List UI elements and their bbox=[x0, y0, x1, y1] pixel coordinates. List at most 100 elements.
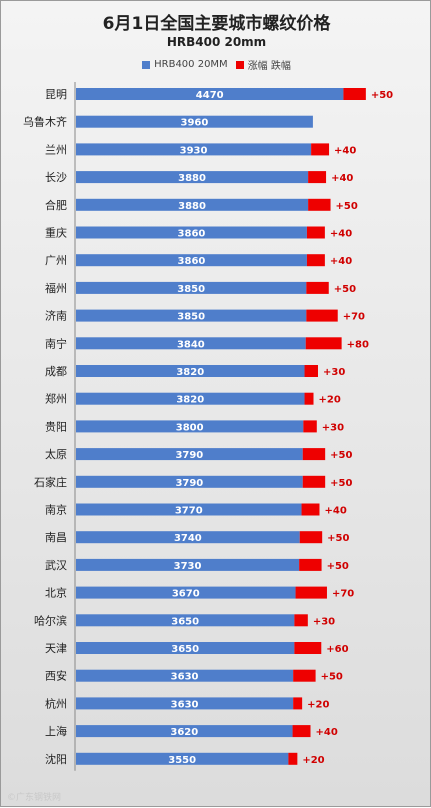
change-value-label: +40 bbox=[330, 256, 352, 267]
price-value-label: 3850 bbox=[177, 284, 205, 295]
price-bar bbox=[76, 697, 294, 710]
price-value-label: 3930 bbox=[180, 145, 208, 156]
price-value-label: 3550 bbox=[168, 755, 196, 766]
price-bar bbox=[76, 669, 294, 682]
price-bar bbox=[76, 642, 295, 654]
legend-item-change: 涨幅 跌幅 bbox=[235, 57, 291, 72]
category-label: 成都 bbox=[45, 365, 67, 378]
legend: HRB400 20MM 涨幅 跌幅 bbox=[1, 57, 431, 72]
category-label: 西安 bbox=[45, 669, 67, 683]
change-bar bbox=[299, 558, 322, 571]
price-bar bbox=[76, 420, 304, 433]
change-bar bbox=[294, 642, 322, 654]
change-value-label: +30 bbox=[323, 367, 345, 378]
price-bar bbox=[76, 365, 305, 377]
change-bar bbox=[292, 725, 311, 738]
price-value-label: 3630 bbox=[171, 699, 199, 710]
price-bar bbox=[76, 309, 307, 322]
change-bar bbox=[305, 337, 342, 350]
price-value-label: 3880 bbox=[178, 201, 206, 212]
category-label: 长沙 bbox=[45, 171, 67, 184]
category-label: 南昌 bbox=[45, 531, 67, 544]
change-bar bbox=[308, 198, 331, 211]
price-bar bbox=[76, 586, 296, 599]
change-value-label: +60 bbox=[326, 644, 348, 655]
price-value-label: 3790 bbox=[175, 450, 203, 461]
price-bar bbox=[76, 143, 312, 156]
price-value-label: 3820 bbox=[176, 395, 204, 406]
change-bar bbox=[303, 420, 317, 433]
category-label: 沈阳 bbox=[45, 752, 67, 766]
price-value-label: 3820 bbox=[176, 367, 204, 378]
legend-swatch-change bbox=[235, 60, 244, 69]
price-value-label: 3850 bbox=[177, 312, 205, 323]
change-value-label: +50 bbox=[321, 672, 343, 683]
chart-title: 6月1日全国主要城市螺纹价格 bbox=[102, 14, 331, 34]
price-bar bbox=[76, 503, 302, 516]
change-bar bbox=[306, 281, 329, 294]
price-bar bbox=[76, 198, 309, 211]
category-label: 济南 bbox=[45, 309, 67, 323]
change-value-label: +50 bbox=[330, 478, 352, 489]
price-value-label: 3860 bbox=[178, 229, 206, 240]
change-value-label: +20 bbox=[302, 755, 324, 766]
category-label: 乌鲁木齐 bbox=[23, 115, 67, 129]
change-bar bbox=[299, 531, 323, 544]
change-bar bbox=[295, 586, 327, 599]
price-value-label: 3860 bbox=[178, 256, 206, 267]
change-value-label: +50 bbox=[334, 284, 356, 295]
change-bar bbox=[288, 752, 298, 765]
change-value-label: +30 bbox=[322, 422, 344, 433]
price-value-label: 3620 bbox=[170, 727, 198, 738]
category-label: 重庆 bbox=[45, 226, 67, 240]
change-bar bbox=[302, 448, 326, 461]
category-label: 贵阳 bbox=[45, 420, 67, 433]
change-value-label: +40 bbox=[324, 506, 346, 517]
chart-subtitle: HRB400 20mm bbox=[166, 35, 267, 49]
change-bar bbox=[304, 392, 314, 405]
price-bar bbox=[76, 725, 293, 738]
price-bar bbox=[76, 448, 303, 461]
change-value-label: +70 bbox=[332, 589, 354, 600]
price-value-label: 3960 bbox=[181, 118, 209, 129]
change-bar bbox=[304, 365, 318, 377]
change-bar bbox=[301, 503, 320, 516]
category-label: 太原 bbox=[45, 448, 67, 461]
price-bar bbox=[76, 88, 344, 100]
price-value-label: 3650 bbox=[171, 616, 199, 627]
price-value-label: 3880 bbox=[178, 173, 206, 184]
legend-label-change: 涨幅 跌幅 bbox=[247, 61, 291, 72]
change-value-label: +40 bbox=[331, 173, 353, 184]
category-label: 武汉 bbox=[45, 559, 67, 572]
change-value-label: +50 bbox=[327, 561, 349, 572]
price-value-label: 3730 bbox=[174, 561, 202, 572]
change-value-label: +20 bbox=[319, 395, 341, 406]
change-bar bbox=[306, 226, 325, 239]
category-label: 杭州 bbox=[45, 696, 67, 710]
price-bar bbox=[76, 226, 307, 239]
category-label: 石家庄 bbox=[34, 475, 67, 489]
change-bar bbox=[293, 669, 316, 682]
change-value-label: +40 bbox=[334, 145, 356, 156]
category-label: 南宁 bbox=[45, 336, 67, 350]
price-value-label: 3840 bbox=[177, 339, 205, 350]
change-bar bbox=[302, 475, 326, 488]
change-value-label: +50 bbox=[336, 201, 358, 212]
change-bar bbox=[306, 309, 338, 322]
category-label: 福州 bbox=[45, 281, 67, 295]
price-value-label: 3740 bbox=[174, 533, 202, 544]
category-label: 南京 bbox=[45, 503, 67, 517]
change-value-label: +70 bbox=[343, 312, 365, 323]
category-label: 昆明 bbox=[45, 88, 67, 101]
price-value-label: 3790 bbox=[175, 478, 203, 489]
change-value-label: +40 bbox=[330, 229, 352, 240]
price-bar bbox=[76, 171, 309, 184]
category-label: 郑州 bbox=[45, 392, 67, 406]
price-value-label: 3630 bbox=[171, 672, 199, 683]
price-value-label: 3650 bbox=[171, 644, 199, 655]
category-label: 兰州 bbox=[45, 143, 67, 156]
price-bar bbox=[76, 115, 313, 128]
category-label: 哈尔滨 bbox=[34, 613, 67, 627]
